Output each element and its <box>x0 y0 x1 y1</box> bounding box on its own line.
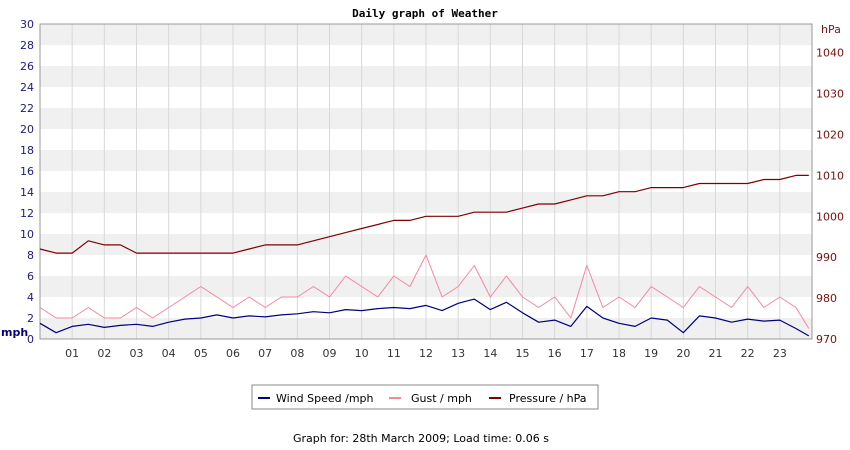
x-tick-label: 21 <box>709 347 723 360</box>
x-tick-label: 22 <box>741 347 755 360</box>
legend-box <box>251 384 599 410</box>
x-tick-label: 17 <box>580 347 594 360</box>
series-layer <box>39 174 810 337</box>
x-tick-label: 05 <box>194 347 208 360</box>
x-tick-label: 09 <box>323 347 337 360</box>
x-tick-label: 07 <box>258 347 272 360</box>
x-axis-ticks: 01 02 03 04 05 06 07 08 09 10 11 12 13 14 15 16 17 18 19 20… <box>65 347 787 360</box>
x-tick-label: 04 <box>162 347 176 360</box>
legend-label-pressure: Pressure / hPa <box>509 392 587 405</box>
x-tick-label: 11 <box>387 347 401 360</box>
right-tick-label: 990 <box>816 251 837 264</box>
x-tick-label: 06 <box>226 347 240 360</box>
left-axis-unit: mph <box>1 326 28 339</box>
plot-area <box>39 23 813 340</box>
legend: Wind Speed /mph Gust / mph Pressure / hP… <box>251 384 599 410</box>
left-tick-label: 8 <box>27 249 34 262</box>
left-tick-label: 6 <box>27 270 34 283</box>
right-tick-label: 1010 <box>816 169 844 182</box>
right-tick-label: 970 <box>816 333 837 346</box>
right-axis-unit: hPa <box>821 23 841 36</box>
right-tick-label: 1020 <box>816 128 844 141</box>
x-tick-label: 20 <box>676 347 690 360</box>
legend-label-gust: Gust / mph <box>411 392 472 405</box>
x-tick-label: 03 <box>130 347 144 360</box>
left-tick-label: 12 <box>20 207 34 220</box>
x-tick-label: 13 <box>451 347 465 360</box>
left-tick-label: 4 <box>27 291 34 304</box>
right-tick-label: 1030 <box>816 88 844 101</box>
left-tick-label: 18 <box>20 144 34 157</box>
left-tick-label: 2 <box>27 312 34 325</box>
series-line-pressure-hpa <box>39 174 809 254</box>
x-tick-label: 16 <box>548 347 562 360</box>
x-tick-label: 12 <box>419 347 433 360</box>
x-tick-label: 23 <box>773 347 787 360</box>
left-tick-label: 10 <box>20 228 34 241</box>
right-tick-label: 1040 <box>816 47 844 60</box>
left-tick-label: 28 <box>20 39 34 52</box>
left-tick-label: 20 <box>20 123 34 136</box>
series-line-wind-speed-mph <box>39 298 810 337</box>
left-tick-label: 0 <box>27 333 34 346</box>
x-tick-label: 15 <box>516 347 530 360</box>
x-tick-label: 08 <box>290 347 304 360</box>
left-tick-label: 24 <box>20 81 34 94</box>
footer-text: Graph for: 28th March 2009; Load time: 0… <box>293 432 549 445</box>
left-tick-label: 22 <box>20 102 34 115</box>
x-tick-label: 10 <box>355 347 369 360</box>
right-tick-label: 1000 <box>816 210 844 223</box>
right-tick-label: 980 <box>816 292 837 305</box>
series-line-gust-mph <box>39 254 810 329</box>
x-tick-label: 18 <box>612 347 626 360</box>
right-axis-ticks: 970 980 990 1000 1010 1020 1030 1040 <box>816 47 844 346</box>
left-tick-label: 16 <box>20 165 34 178</box>
legend-label-wind-speed: Wind Speed /mph <box>276 392 374 405</box>
x-tick-label: 01 <box>65 347 79 360</box>
x-tick-label: 19 <box>644 347 658 360</box>
left-tick-label: 14 <box>20 186 34 199</box>
chart-title: Daily graph of Weather <box>352 7 498 20</box>
left-tick-label: 30 <box>20 18 34 31</box>
x-tick-label: 14 <box>483 347 497 360</box>
x-tick-label: 02 <box>97 347 111 360</box>
left-tick-label: 26 <box>20 60 34 73</box>
